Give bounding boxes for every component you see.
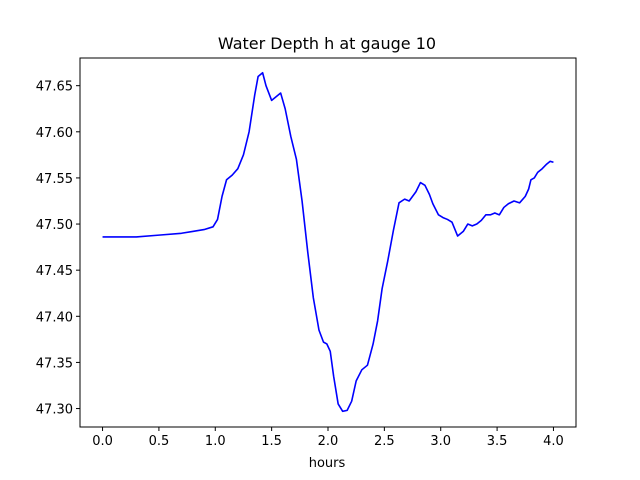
y-tick-label: 47.60 [36,126,73,141]
x-axis: 0.0 0.5 1.0 1.5 2.0 2.5 3.0 3.5 4.0 [92,427,564,449]
y-tick-label: 47.45 [36,264,73,279]
x-tick-label: 3.0 [430,434,451,449]
y-tick-label: 47.30 [36,403,73,418]
x-tick-label: 0.0 [92,434,113,449]
x-tick-label: 4.0 [543,434,564,449]
y-tick-label: 47.40 [36,310,73,325]
x-tick-label: 2.0 [318,434,339,449]
x-tick-label: 3.5 [487,434,508,449]
x-tick-label: 1.5 [261,434,282,449]
y-tick-label: 47.50 [36,218,73,233]
x-tick-label: 0.5 [149,434,170,449]
x-axis-label: hours [309,456,346,471]
chart-title: Water Depth h at gauge 10 [218,34,436,53]
y-axis: 47.30 47.35 47.40 47.45 47.50 47.55 47.60 47.65 [36,80,80,418]
x-tick-label: 2.5 [374,434,395,449]
y-tick-label: 47.65 [36,80,73,95]
series-line-0 [102,71,554,413]
plot-area [102,71,554,413]
x-tick-label: 1.0 [205,434,226,449]
plot-frame [79,57,577,428]
y-tick-label: 47.35 [36,356,73,371]
y-tick-label: 47.55 [36,172,73,187]
